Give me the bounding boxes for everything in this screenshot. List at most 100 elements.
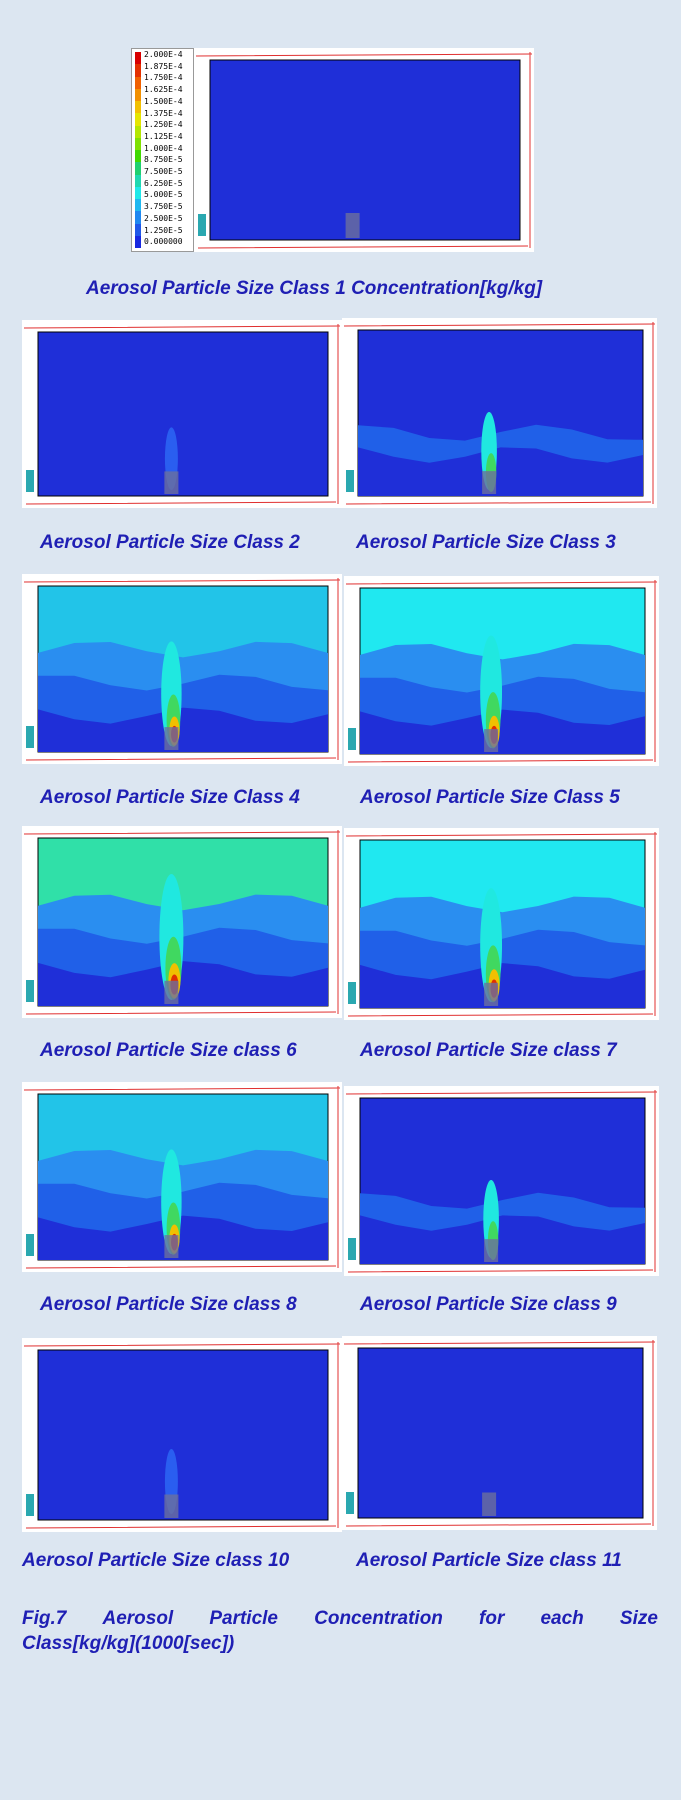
- contour-panel-class-9: [344, 1086, 659, 1276]
- source-box: [164, 980, 179, 1004]
- axis-marker: [346, 1492, 354, 1514]
- figure-caption-word: Particle: [209, 1608, 278, 1629]
- colorbar-swatch: [135, 88, 141, 101]
- axis-marker: [26, 470, 34, 492]
- panel-caption: Aerosol Particle Size class 11: [356, 1550, 622, 1571]
- figure-caption-word: Fig.7: [22, 1608, 67, 1629]
- frame-lines: [23, 324, 341, 505]
- colorbar-swatch: [135, 223, 141, 236]
- colorbar-tick-label: 1.250E-5: [144, 225, 183, 235]
- contour-panel-class-2: [22, 320, 342, 508]
- contour-panel-class-5: [344, 576, 659, 766]
- colorbar-tick-label: 0.000000: [144, 237, 183, 247]
- colorbar-tick-label: 1.750E-4: [144, 73, 183, 83]
- panel-caption: Aerosol Particle Size class 10: [22, 1550, 290, 1571]
- contour-panel-class-4: [22, 574, 342, 764]
- source-box: [482, 471, 497, 494]
- colorbar-tick-label: 2.500E-5: [144, 213, 183, 223]
- panel-caption: Aerosol Particle Size class 7: [360, 1040, 617, 1061]
- colorbar-tick-label: 5.000E-5: [144, 190, 183, 200]
- figure-caption: Fig.7 Aerosol Particle Concentration for each…: [22, 1606, 658, 1656]
- source-box: [482, 1492, 497, 1516]
- figure-caption-word: Concentration: [314, 1608, 443, 1629]
- colorbar-tick-label: 1.375E-4: [144, 108, 183, 118]
- figure-caption-line-1: Fig.7 Aerosol Particle Concentration for each…: [22, 1606, 658, 1631]
- contour-panel-class-11: [342, 1336, 657, 1530]
- source-box: [164, 727, 179, 750]
- axis-marker: [348, 728, 356, 750]
- colorbar-gradient: [135, 52, 141, 248]
- colorbar-swatch: [135, 113, 141, 126]
- contour-band: [360, 963, 645, 1008]
- contour-panel-class-7: [344, 828, 659, 1020]
- colorbar-tick-label: 3.750E-5: [144, 202, 183, 212]
- colorbar-tick-label: 1.625E-4: [144, 85, 183, 95]
- colorbar-tick-label: 8.750E-5: [144, 155, 183, 165]
- source-box: [484, 1239, 499, 1262]
- colorbar-swatch: [135, 64, 141, 77]
- frame-lines: [345, 1090, 658, 1273]
- contour-background: [357, 1347, 644, 1519]
- colorbar-tick-label: 1.125E-4: [144, 131, 183, 141]
- frame-lines: [195, 52, 533, 249]
- figure-caption-word: each: [540, 1608, 584, 1629]
- colorbar-swatch: [135, 76, 141, 89]
- frame-lines: [23, 1342, 341, 1529]
- frame-lines: [343, 1340, 656, 1527]
- frame-lines: [345, 832, 658, 1017]
- figure-caption-line-2: Class[kg/kg](1000[sec]): [22, 1633, 235, 1654]
- contour-band: [358, 447, 643, 496]
- frame-lines: [345, 580, 658, 763]
- colorbar-tick-label: 1.875E-4: [144, 61, 183, 71]
- panel-caption: Aerosol Particle Size Class 3: [356, 532, 616, 553]
- axis-marker: [26, 1494, 34, 1516]
- colorbar-tick-label: 1.000E-4: [144, 143, 183, 153]
- colorbar-swatch: [135, 125, 141, 138]
- frame-lines: [23, 1086, 341, 1269]
- contour-background: [209, 59, 521, 241]
- panel-caption: Aerosol Particle Size class 9: [360, 1294, 617, 1315]
- contour-panel-class-6: [22, 826, 342, 1018]
- source-box: [484, 982, 499, 1006]
- axis-marker: [26, 980, 34, 1002]
- source-box: [164, 1235, 179, 1258]
- source-box: [484, 729, 499, 752]
- panel-caption: Aerosol Particle Size class 6: [40, 1040, 297, 1061]
- contour-band: [38, 707, 328, 752]
- colorbar-swatch: [135, 137, 141, 150]
- panel-caption: Aerosol Particle Size class 8: [40, 1294, 297, 1315]
- figure-caption-word: Aerosol: [102, 1608, 174, 1629]
- panel-caption: Aerosol Particle Size Class 4: [40, 787, 300, 808]
- frame-lines: [23, 830, 341, 1015]
- panel-caption: Aerosol Particle Size Class 2: [40, 532, 300, 553]
- colorbar-swatch: [135, 211, 141, 224]
- figure-caption-word: for: [479, 1608, 505, 1629]
- colorbar-tick-label: 2.000E-4: [144, 50, 183, 59]
- colorbar-swatch: [135, 162, 141, 175]
- axis-marker: [348, 1238, 356, 1260]
- contour-background: [37, 331, 329, 497]
- colorbar-tick-label: 7.500E-5: [144, 167, 183, 176]
- axis-marker: [26, 1234, 34, 1256]
- source-box: [164, 1494, 179, 1518]
- color-legend: 2.000E-4 1.875E-4 1.750E-4 1.625E-4 1.500E-4…: [131, 48, 194, 252]
- colorbar-tick-label: 6.250E-5: [144, 178, 183, 188]
- contour-panel-class-3: [342, 318, 657, 508]
- contour-band: [38, 961, 328, 1006]
- colorbar-swatch: [135, 52, 141, 65]
- colorbar-tick-label: 1.500E-4: [144, 96, 183, 106]
- contour-band: [360, 1215, 645, 1264]
- colorbar-swatch: [135, 101, 141, 114]
- frame-lines: [343, 322, 656, 505]
- panel-caption: Aerosol Particle Size Class 1 Concentrat…: [86, 278, 543, 299]
- colorbar-swatch: [135, 150, 141, 163]
- axis-marker: [348, 982, 356, 1004]
- contour-panel-class-8: [22, 1082, 342, 1272]
- frame-lines: [23, 578, 341, 761]
- colorbar-swatch: [135, 199, 141, 212]
- colorbar-swatch: [135, 235, 141, 248]
- colorbar-swatch: [135, 174, 141, 187]
- source-box: [345, 213, 360, 238]
- contour-panel-class-1: [194, 48, 534, 252]
- colorbar-tick-label: 1.250E-4: [144, 120, 183, 130]
